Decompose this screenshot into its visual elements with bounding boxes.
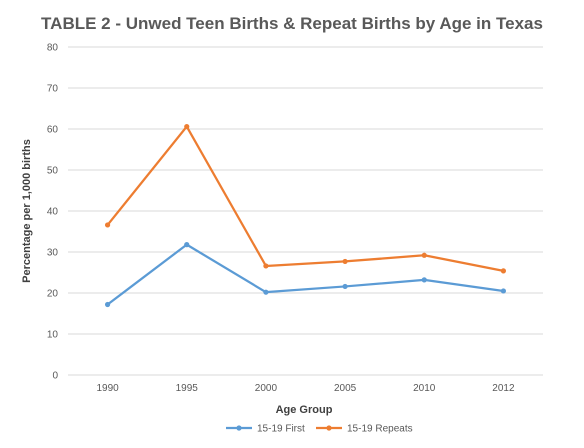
data-point (184, 123, 190, 130)
y-axis-ticks: 0 10 20 30 40 50 60 70 80 (47, 43, 59, 382)
series-line (106, 243, 504, 306)
series-line (106, 125, 504, 272)
y-tick-label: 20 (47, 289, 59, 300)
series-lines (104, 123, 507, 308)
series-1 (104, 242, 507, 308)
y-tick-label: 60 (47, 125, 59, 136)
chart-title: TABLE 2 - Unwed Teen Births & Repeat Bir… (41, 14, 543, 33)
data-point (500, 268, 507, 274)
legend-marker (236, 425, 242, 431)
y-tick-label: 50 (47, 166, 59, 177)
y-tick-label: 80 (47, 43, 59, 54)
data-point (104, 222, 111, 228)
series-2 (104, 123, 507, 274)
y-tick-label: 30 (47, 248, 59, 259)
x-axis-label: Age Group (276, 404, 333, 416)
gridlines (68, 46, 543, 376)
data-point (104, 301, 111, 308)
data-point (342, 283, 348, 290)
y-tick-label: 0 (52, 371, 58, 382)
y-tick-label: 40 (47, 207, 59, 218)
data-point (500, 288, 507, 294)
legend-marker (326, 425, 332, 431)
x-axis-ticks: 1990 1995 2000 2005 2010 2012 (96, 383, 515, 394)
x-tick-label: 1990 (96, 383, 119, 394)
data-point (342, 258, 348, 265)
data-point (421, 252, 427, 258)
data-point (263, 263, 269, 269)
legend-label: 15-19 First (257, 424, 305, 435)
x-tick-label: 1995 (176, 383, 199, 394)
x-tick-label: 2010 (413, 383, 436, 394)
y-tick-label: 10 (47, 330, 59, 341)
x-tick-label: 2005 (334, 383, 357, 394)
x-tick-label: 2000 (255, 383, 278, 394)
y-tick-label: 70 (47, 84, 59, 95)
x-tick-label: 2012 (492, 383, 515, 394)
data-point (263, 289, 269, 295)
legend-label: 15-19 Repeats (347, 424, 413, 435)
data-point (184, 242, 190, 248)
data-point (421, 277, 427, 283)
legend: 15-19 First 15-19 Repeats (226, 424, 413, 435)
y-axis-label: Percentage per 1,000 births (21, 139, 33, 283)
